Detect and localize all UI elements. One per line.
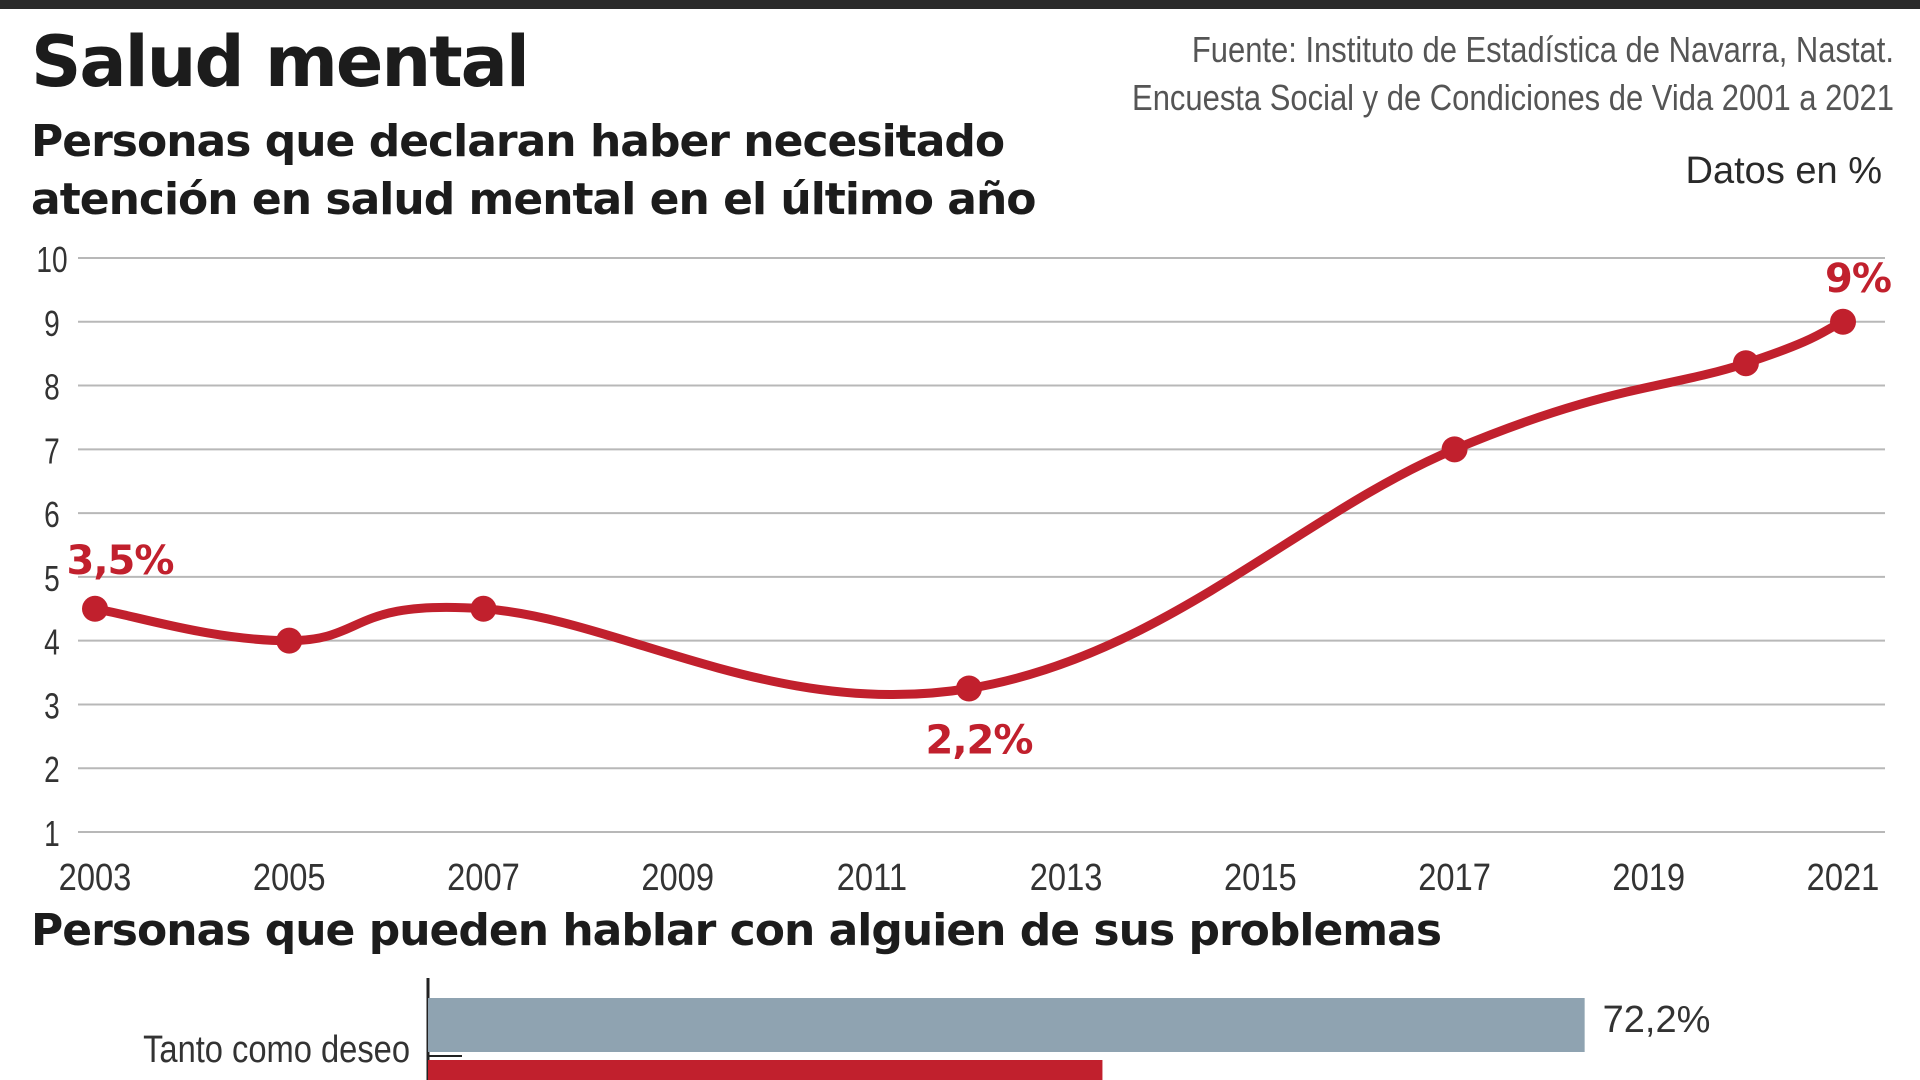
x-tick-label: 2015	[1224, 856, 1297, 899]
y-tick-label: 2	[44, 750, 60, 790]
data-point	[1830, 308, 1856, 335]
y-tick-label: 8	[44, 367, 60, 407]
x-tick-label: 2019	[1612, 856, 1685, 899]
y-tick-label: 4	[44, 622, 60, 662]
source-line-1: Fuente: Instituto de Estadística de Nava…	[1191, 29, 1894, 70]
y-tick-label: 9	[44, 303, 60, 343]
units-label: Datos en %	[1685, 150, 1882, 192]
x-tick-label: 2013	[1030, 856, 1103, 899]
data-point	[82, 595, 108, 622]
page-title: Salud mental	[31, 21, 530, 103]
data-label: 2,2%	[926, 718, 1033, 764]
data-label: 3,5%	[67, 538, 174, 584]
x-tick-label: 2011	[837, 856, 907, 899]
data-point	[956, 675, 982, 702]
x-tick-label: 2005	[253, 856, 326, 899]
top-rule	[0, 0, 1920, 9]
data-point	[276, 627, 303, 654]
bar-red	[428, 1060, 1103, 1080]
data-point	[1732, 350, 1759, 377]
y-tick-label: 7	[44, 431, 60, 471]
bar-chart-title: Personas que pueden hablar con alguien d…	[31, 905, 1442, 956]
y-tick-label: 6	[44, 495, 60, 535]
bar-value-label: 72,2%	[1603, 999, 1711, 1041]
series-line	[90, 317, 1848, 700]
x-tick-label: 2003	[59, 856, 132, 899]
chart-subtitle: Personas que declaran haber necesitado a…	[31, 116, 1037, 225]
y-tick-label: 3	[44, 686, 60, 726]
y-tick-label: 5	[44, 559, 60, 599]
data-label: 9%	[1825, 256, 1891, 302]
source-note: Fuente: Instituto de Estadística de Nava…	[1132, 26, 1894, 122]
bar-category-label: Tanto como deseo	[143, 1028, 410, 1071]
data-point	[1441, 436, 1468, 463]
bar-gray	[428, 998, 1585, 1052]
x-tick-label: 2021	[1807, 856, 1880, 899]
y-tick-label: 10	[36, 240, 67, 280]
y-tick-label: 1	[44, 814, 60, 854]
x-tick-label: 2017	[1418, 856, 1491, 899]
source-line-2: Encuesta Social y de Condiciones de Vida…	[1132, 77, 1894, 118]
x-tick-label: 2007	[447, 856, 520, 899]
data-point	[470, 595, 497, 622]
x-tick-label: 2009	[641, 856, 714, 899]
